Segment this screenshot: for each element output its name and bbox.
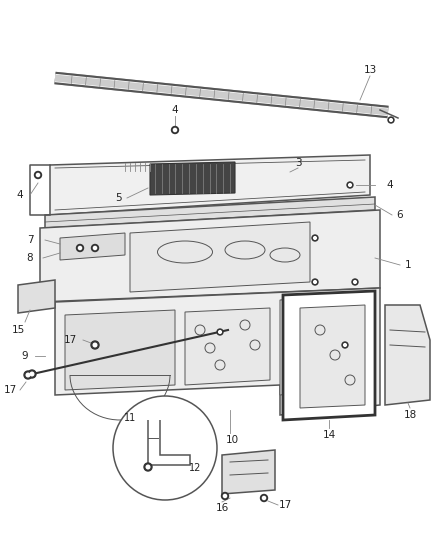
Polygon shape <box>385 305 430 405</box>
Polygon shape <box>50 155 370 215</box>
Circle shape <box>77 245 84 252</box>
Circle shape <box>349 184 351 187</box>
Circle shape <box>92 245 99 252</box>
Polygon shape <box>130 222 310 292</box>
Text: 12: 12 <box>189 463 201 473</box>
Circle shape <box>353 281 357 284</box>
Polygon shape <box>65 310 175 390</box>
Circle shape <box>217 329 223 335</box>
Text: 5: 5 <box>115 193 121 203</box>
Circle shape <box>390 119 392 122</box>
Circle shape <box>352 279 358 285</box>
Text: 9: 9 <box>22 351 28 361</box>
Polygon shape <box>45 197 375 228</box>
Circle shape <box>312 279 318 285</box>
Circle shape <box>347 182 353 188</box>
Circle shape <box>78 246 81 249</box>
Circle shape <box>261 495 268 502</box>
Text: 14: 14 <box>322 430 336 440</box>
Polygon shape <box>283 291 375 420</box>
Polygon shape <box>300 305 365 408</box>
Circle shape <box>113 396 217 500</box>
Circle shape <box>35 172 42 179</box>
Text: 17: 17 <box>279 500 292 510</box>
Text: 18: 18 <box>403 410 417 420</box>
Circle shape <box>262 496 265 499</box>
Circle shape <box>314 237 316 239</box>
Polygon shape <box>60 233 125 260</box>
Circle shape <box>24 371 32 379</box>
Polygon shape <box>185 308 270 385</box>
Circle shape <box>36 173 39 176</box>
Polygon shape <box>280 294 375 395</box>
Polygon shape <box>222 450 275 494</box>
Polygon shape <box>150 162 235 195</box>
Circle shape <box>93 246 96 249</box>
Circle shape <box>314 281 316 284</box>
Text: 16: 16 <box>215 503 229 513</box>
Circle shape <box>28 370 36 378</box>
Circle shape <box>223 495 226 498</box>
Circle shape <box>173 128 177 132</box>
Text: 8: 8 <box>27 253 33 263</box>
Text: 4: 4 <box>387 180 393 190</box>
Circle shape <box>312 235 318 241</box>
Circle shape <box>93 343 97 347</box>
Text: 7: 7 <box>27 235 33 245</box>
Text: 6: 6 <box>397 210 403 220</box>
Circle shape <box>344 344 346 346</box>
Circle shape <box>172 126 179 133</box>
Text: 4: 4 <box>172 105 178 115</box>
Text: 13: 13 <box>364 65 377 75</box>
Circle shape <box>144 463 152 471</box>
Circle shape <box>30 372 34 376</box>
Circle shape <box>342 342 348 348</box>
Text: 11: 11 <box>124 413 136 423</box>
Circle shape <box>222 492 229 499</box>
Text: 17: 17 <box>4 385 17 395</box>
Circle shape <box>146 465 150 469</box>
Text: 15: 15 <box>11 325 25 335</box>
Text: 4: 4 <box>17 190 23 200</box>
Circle shape <box>388 117 394 123</box>
Polygon shape <box>55 288 380 415</box>
Circle shape <box>91 341 99 349</box>
Text: 10: 10 <box>226 435 239 445</box>
Text: 17: 17 <box>64 335 77 345</box>
Text: 3: 3 <box>295 158 301 168</box>
Text: 1: 1 <box>405 260 411 270</box>
Circle shape <box>26 373 30 377</box>
Polygon shape <box>40 210 380 302</box>
Circle shape <box>219 330 221 333</box>
Polygon shape <box>18 280 55 313</box>
